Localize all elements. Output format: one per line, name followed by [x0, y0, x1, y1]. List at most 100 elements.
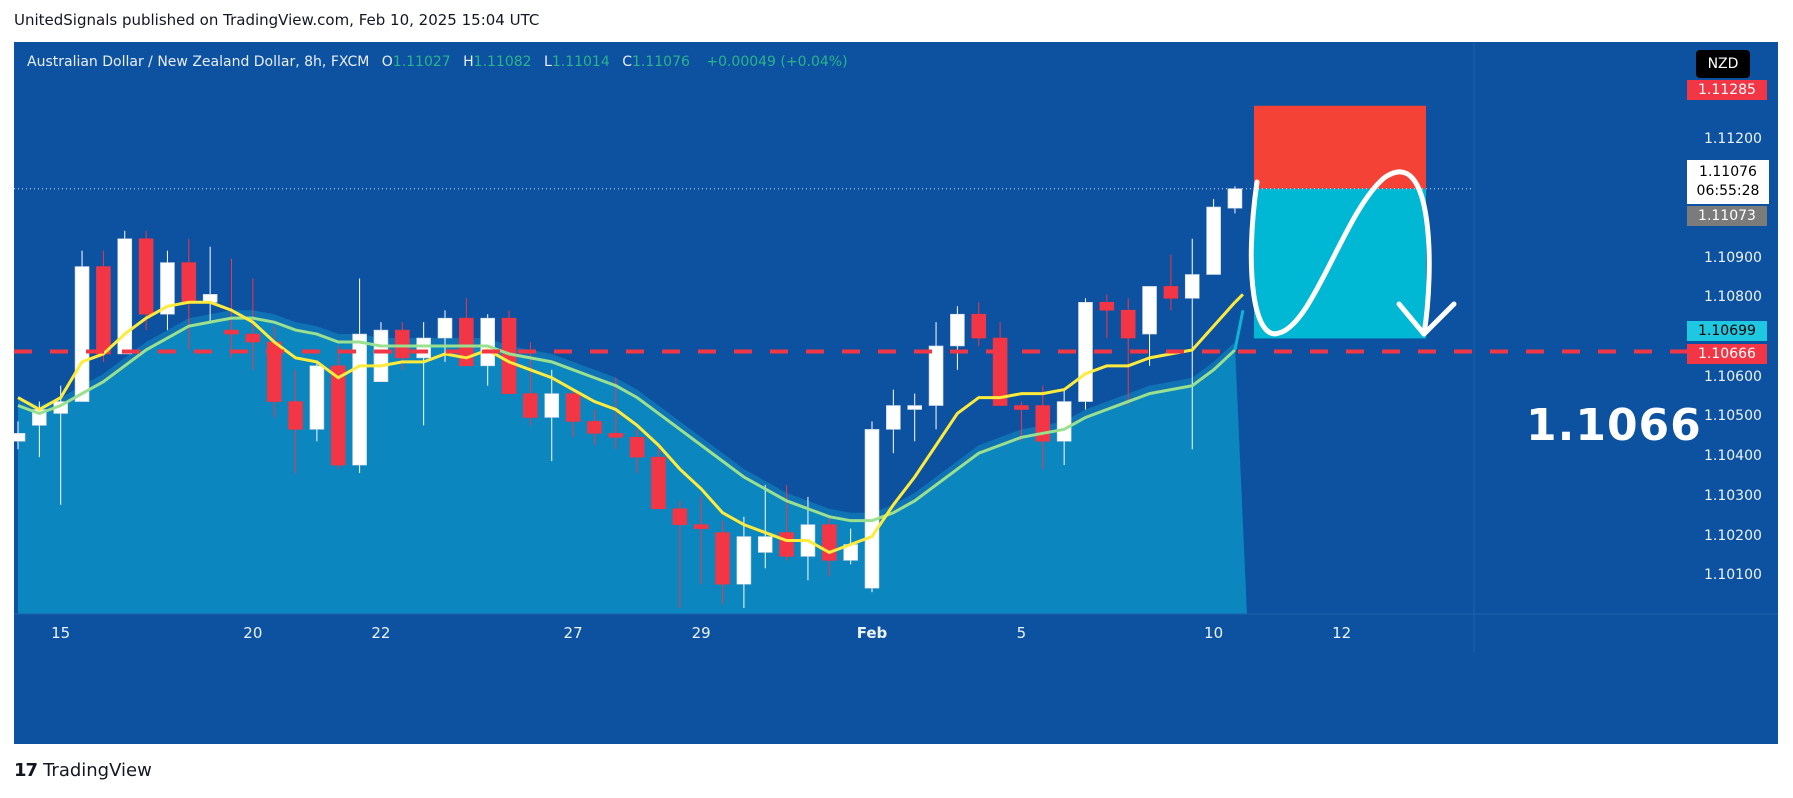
bearish-candle [587, 421, 602, 434]
bearish-candle [992, 337, 1008, 406]
symbol-title[interactable]: Australian Dollar / New Zealand Dollar, … [27, 54, 370, 70]
bearish-candle [138, 238, 154, 315]
tradingview-brand: TradingView [43, 760, 152, 781]
projection-curve [1248, 169, 1432, 337]
currency-badge[interactable]: NZD [1696, 50, 1750, 78]
ema-slow-line [17, 316, 1236, 523]
bearish-candle [715, 532, 730, 585]
bearish-candle [523, 393, 538, 418]
bullish-candle [437, 317, 453, 339]
bearish-candle [971, 313, 987, 339]
bearish-candle [224, 329, 239, 335]
y-tick-label: 1.10900 [1704, 249, 1762, 266]
x-tick-label: 15 [51, 624, 71, 642]
bullish-candle [309, 365, 325, 430]
bearish-candle [96, 266, 111, 355]
close-value: 1.11076 [631, 54, 690, 70]
bullish-candle [928, 345, 944, 406]
y-tick-label: 1.10800 [1704, 289, 1762, 306]
ema-fast-extension [1233, 293, 1245, 304]
x-tick-label: 22 [371, 624, 391, 642]
bullish-candle [74, 266, 90, 402]
x-tick-label: 12 [1332, 624, 1352, 642]
x-tick-label: 5 [1016, 624, 1027, 642]
y-tick-label: 1.10600 [1704, 368, 1762, 385]
high-label: H [463, 54, 474, 70]
last-price-tag: 1.11076 06:55:28 [1687, 160, 1769, 204]
y-tick-label: 1.10100 [1704, 567, 1762, 584]
bearish-candle [651, 456, 666, 510]
chart-area[interactable]: Australian Dollar / New Zealand Dollar, … [14, 42, 1778, 744]
x-tick-label: 20 [243, 624, 263, 642]
bearish-candle [245, 333, 261, 343]
bearish-candle [608, 433, 624, 438]
y-tick-label: 1.10400 [1704, 448, 1762, 465]
target-annotation: 1.1066 [1526, 400, 1702, 451]
bullish-candle [1078, 301, 1093, 402]
bearish-candle [394, 329, 410, 359]
bullish-candle [373, 329, 389, 383]
bullish-candle [886, 405, 901, 430]
close-label: C [622, 54, 632, 70]
projection-arrowhead-icon [1396, 301, 1457, 337]
bullish-candle [1227, 188, 1243, 209]
y-tick-label: 1.11200 [1704, 130, 1762, 147]
change-value: +0.00049 (+0.04%) [706, 54, 848, 70]
x-tick-label: 29 [691, 624, 711, 642]
price-chart[interactable] [14, 42, 1778, 744]
bearish-candle [1099, 301, 1115, 311]
bullish-candle [1056, 401, 1072, 442]
bearish-candle [565, 393, 581, 422]
x-tick-label: Feb [856, 624, 888, 642]
bullish-candle [160, 262, 175, 315]
stop-price-tag: 1.11285 [1687, 80, 1767, 100]
low-label: L [544, 54, 552, 70]
bearish-candle [693, 524, 709, 529]
bullish-candle [907, 405, 923, 410]
bearish-candle [1163, 286, 1179, 299]
take-profit-zone [1254, 188, 1426, 339]
bearish-candle [459, 317, 474, 367]
published-line: UnitedSignals published on TradingView.c… [14, 11, 540, 29]
bearish-candle [821, 524, 837, 561]
bearish-candle [1120, 309, 1136, 339]
bearish-candle [779, 532, 794, 557]
x-tick-label: 10 [1204, 624, 1224, 642]
tradingview-logo[interactable]: 17 TradingView [14, 760, 152, 781]
ema-fast-line [17, 300, 1237, 555]
stop-loss-zone [1254, 105, 1426, 189]
tradingview-mark-icon: 17 [14, 760, 38, 781]
target-price-tag: 1.10666 [1687, 344, 1767, 364]
open-label: O [381, 54, 393, 70]
low-value: 1.11014 [551, 54, 610, 70]
bullish-candle [352, 333, 367, 466]
ema-band-inner [18, 318, 1247, 614]
prev-close-tag: 1.11073 [1687, 206, 1767, 226]
bearish-candle [1014, 405, 1029, 410]
bearish-candle [629, 436, 645, 458]
bullish-candle [544, 393, 560, 418]
entry-price-tag: 1.10699 [1687, 321, 1767, 341]
bearish-candle [288, 401, 303, 430]
bullish-candle [1184, 274, 1200, 299]
bullish-candle [950, 313, 965, 347]
bullish-candle [1206, 206, 1221, 275]
x-tick-label: 27 [563, 624, 583, 642]
bearish-candle [1035, 405, 1051, 442]
last-price: 1.11076 [1699, 164, 1757, 180]
bullish-candle [480, 317, 496, 367]
axis-strip [14, 614, 1474, 652]
bullish-candle [736, 536, 752, 585]
bar-countdown: 06:55:28 [1696, 183, 1760, 199]
ohlc-legend: Australian Dollar / New Zealand Dollar, … [27, 54, 848, 70]
bullish-candle [117, 238, 133, 355]
bullish-candle [416, 337, 431, 359]
y-tick-label: 1.10300 [1704, 487, 1762, 504]
ema-slow-extension [1233, 309, 1245, 351]
y-tick-label: 1.10500 [1704, 408, 1762, 425]
bearish-candle [672, 508, 688, 525]
open-value: 1.11027 [392, 54, 451, 70]
bearish-candle [330, 365, 346, 466]
high-value: 1.11082 [473, 54, 532, 70]
bullish-candle [1142, 286, 1157, 335]
